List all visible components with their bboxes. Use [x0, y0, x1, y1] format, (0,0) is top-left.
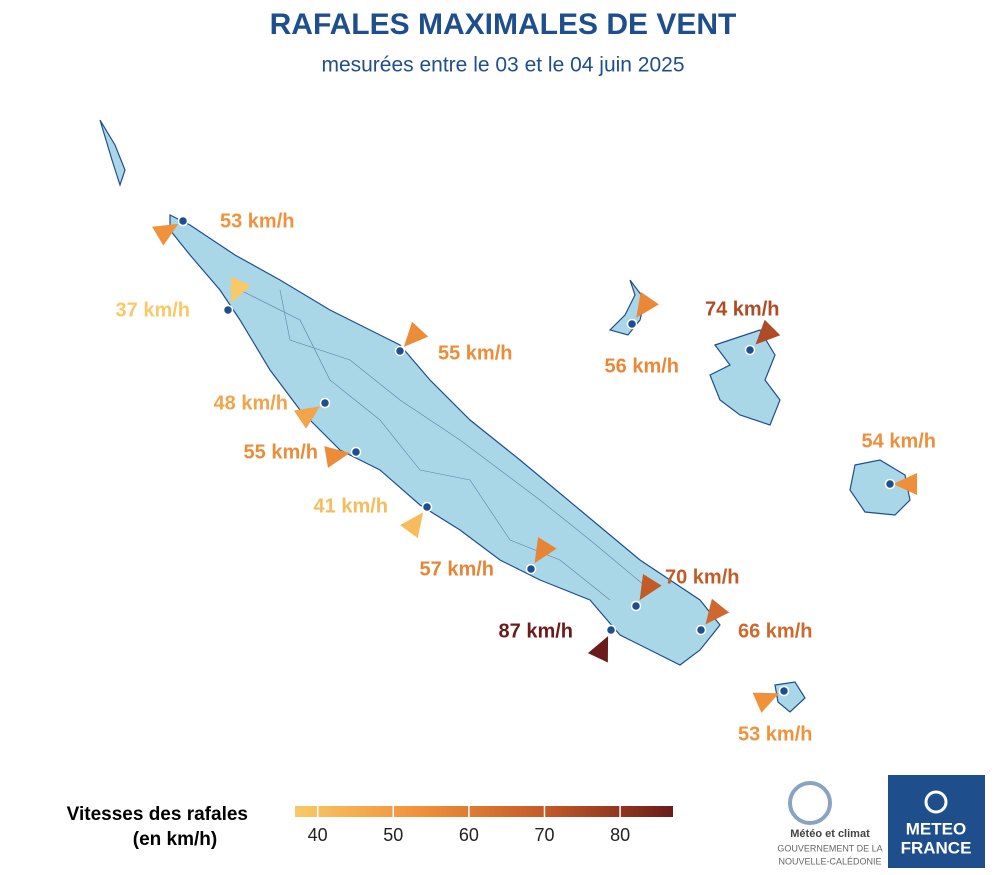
brand-icon	[924, 790, 948, 814]
gust-arrow	[403, 321, 429, 347]
lifou	[709, 329, 781, 426]
gust-arrow	[893, 473, 917, 495]
station-point	[421, 501, 433, 513]
station-point	[177, 215, 189, 227]
gust-label: 70 km/h	[665, 566, 739, 588]
gust-arrow	[534, 536, 557, 564]
station-point	[350, 446, 362, 458]
gust-label: 54 km/h	[862, 430, 936, 452]
brand-text: METEO	[906, 819, 966, 838]
gust-label: 55 km/h	[438, 342, 512, 364]
station-point	[626, 318, 638, 330]
gust-arrow	[400, 512, 424, 539]
subtitle: mesurées entre le 03 et le 04 juin 2025	[321, 54, 684, 77]
gust-label: 37 km/h	[116, 299, 190, 321]
partner-text: NOUVELLE-CALÉDONIE	[778, 856, 881, 866]
partner-text: Météo et climat	[790, 828, 870, 840]
gust-label: 53 km/h	[738, 723, 812, 745]
gust-arrow	[705, 598, 730, 625]
partner-icon	[788, 781, 832, 825]
gust-arrow	[293, 406, 320, 429]
station-point	[630, 600, 642, 612]
colorbar-label: 70	[534, 825, 554, 845]
gust-arrow	[755, 319, 781, 345]
gust-arrow	[152, 223, 179, 246]
station-point	[884, 478, 896, 490]
gust-label: 74 km/h	[705, 298, 779, 320]
gust-arrow	[752, 692, 779, 713]
partner-text: GOUVERNEMENT DE LA	[777, 843, 882, 853]
station-point	[744, 344, 756, 356]
land	[99, 119, 911, 713]
gust-label: 41 km/h	[314, 495, 388, 517]
station-point	[394, 345, 406, 357]
commune-border	[279, 289, 651, 591]
colorbar-label: 40	[308, 825, 328, 845]
gust-label: 57 km/h	[420, 558, 494, 580]
gust-label: 53 km/h	[220, 210, 294, 232]
gust-label: 48 km/h	[214, 392, 288, 414]
gust-label: 87 km/h	[499, 620, 573, 642]
brand-text: FRANCE	[901, 838, 972, 857]
station-point	[222, 304, 234, 316]
legend: 40 50 60 70 80	[308, 806, 630, 845]
legend-title: (en km/h)	[133, 829, 217, 850]
station-point	[695, 624, 707, 636]
stations: 53 km/h 37 km/h 55 km/h 48 km/h 55 km/h 41 km…	[116, 210, 936, 745]
ile-des-pins	[774, 681, 806, 713]
station-point	[605, 624, 617, 636]
gust-arrow	[636, 291, 659, 318]
gust-arrow	[230, 276, 251, 303]
belep	[99, 119, 126, 187]
brand-logo: METEO FRANCE	[888, 775, 985, 868]
gust-label: 55 km/h	[244, 441, 318, 463]
gust-arrow	[587, 636, 609, 663]
mare	[849, 459, 911, 516]
colorbar-label: 60	[459, 825, 479, 845]
gust-label: 56 km/h	[605, 355, 679, 377]
station-point	[525, 563, 537, 575]
legend-title: Vitesses des rafales	[67, 804, 248, 825]
title: RAFALES MAXIMALES DE VENT	[270, 8, 737, 41]
station-point	[778, 685, 790, 697]
gust-arrow	[639, 573, 662, 601]
colorbar-label: 50	[383, 825, 403, 845]
station-point	[319, 397, 331, 409]
gust-label: 66 km/h	[738, 620, 812, 642]
grande-terre	[169, 214, 721, 666]
gust-arrow	[324, 446, 350, 468]
colorbar-label: 80	[610, 825, 630, 845]
partner-logo: Météo et climat GOUVERNEMENT DE LA NOUVE…	[777, 781, 883, 866]
colorbar	[295, 806, 673, 817]
brand-box	[888, 775, 985, 868]
